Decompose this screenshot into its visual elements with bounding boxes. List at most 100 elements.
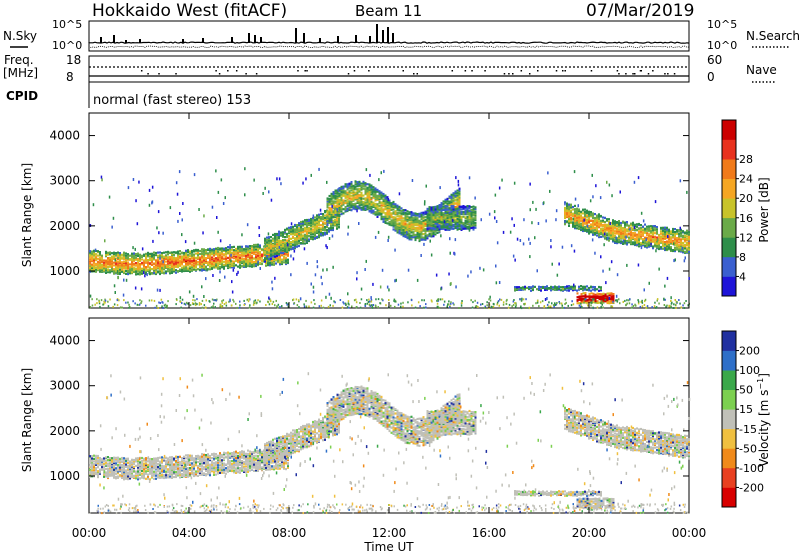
power-cell	[366, 204, 369, 207]
power-cell	[101, 267, 103, 270]
power-cell	[342, 189, 345, 192]
power-cell	[590, 212, 592, 215]
power-cell	[680, 241, 682, 245]
power-cell	[618, 224, 620, 227]
power-cell	[428, 217, 431, 220]
power-cell	[272, 245, 274, 248]
power-cell	[358, 196, 361, 200]
power-cell	[460, 219, 463, 222]
power-cell	[648, 239, 650, 242]
power-cell	[137, 252, 139, 255]
power-cell	[255, 256, 257, 259]
power-cell	[318, 219, 320, 222]
power-cell	[684, 237, 686, 240]
power-cell	[680, 228, 682, 231]
power-cell	[582, 288, 584, 291]
power-cell	[277, 258, 279, 261]
power-cell	[404, 230, 407, 233]
power-cell	[322, 225, 324, 228]
power-scatter	[212, 305, 214, 308]
power-cell	[374, 187, 377, 190]
power-cell	[294, 242, 296, 245]
power-cell	[139, 266, 141, 269]
power-cell	[270, 254, 272, 257]
power-cell	[392, 225, 395, 228]
power-cell	[618, 230, 620, 233]
power-cell	[155, 270, 157, 273]
power-cell	[368, 205, 371, 208]
power-cell	[468, 209, 471, 212]
power-cell	[147, 269, 149, 272]
power-cell	[344, 183, 347, 186]
power-cell	[372, 212, 375, 215]
power-cell	[177, 270, 179, 273]
power-cell	[404, 209, 407, 212]
power-cell	[261, 254, 263, 257]
power-cell	[574, 214, 576, 217]
power-cell	[211, 262, 213, 265]
power-cell	[119, 270, 121, 274]
power-cell	[414, 220, 417, 223]
power-cell	[394, 203, 397, 206]
power-cell	[428, 216, 431, 219]
power-cell	[582, 217, 584, 221]
power-cell	[304, 242, 306, 245]
power-cell	[446, 214, 449, 217]
power-cell	[390, 206, 393, 209]
power-cell	[354, 196, 357, 200]
power-cell	[684, 234, 686, 237]
power-cell	[209, 247, 211, 250]
power-cell	[444, 208, 447, 211]
power-cell	[436, 228, 439, 232]
power-cell	[448, 218, 451, 221]
power-cell	[680, 234, 682, 237]
power-cell	[402, 225, 405, 228]
power-cell	[283, 257, 285, 260]
power-cell	[364, 207, 367, 211]
power-cell	[446, 210, 449, 214]
power-cell	[243, 264, 245, 267]
power-cell	[326, 204, 329, 207]
power-cell	[604, 225, 606, 228]
power-cell	[596, 221, 598, 224]
power-cell	[658, 245, 660, 248]
power-cell	[278, 250, 280, 253]
power-cell	[436, 205, 439, 208]
power-cell	[163, 271, 165, 274]
power-cell	[640, 230, 642, 233]
power-cell	[185, 254, 187, 258]
power-cell	[418, 234, 421, 237]
power-cell	[396, 229, 399, 232]
power-cell	[402, 233, 405, 236]
power-cell	[610, 296, 613, 299]
power-cell	[680, 250, 682, 253]
power-cell	[135, 268, 137, 272]
power-cell	[235, 249, 237, 252]
power-cell	[113, 257, 115, 260]
power-cell	[233, 264, 235, 267]
power-cell	[406, 237, 409, 240]
power-cell	[316, 223, 318, 226]
power-cell	[640, 224, 642, 227]
power-cell	[426, 221, 429, 225]
power-cell	[362, 187, 365, 190]
power-cell	[568, 285, 570, 288]
power-cell	[472, 224, 475, 227]
power-cell	[257, 250, 259, 253]
power-cell	[418, 235, 421, 238]
power-cell	[382, 204, 385, 207]
power-cell	[201, 255, 203, 258]
power-cell	[584, 214, 586, 217]
power-cell	[424, 238, 427, 241]
power-cell	[450, 222, 453, 225]
power-cell	[352, 194, 355, 197]
power-cell	[185, 268, 187, 271]
power-cell	[302, 224, 304, 227]
power-cell	[251, 248, 253, 251]
power-cell	[678, 235, 680, 238]
power-cell	[366, 196, 369, 199]
power-cell	[466, 210, 469, 213]
power-cell	[211, 261, 213, 264]
power-cell	[346, 191, 349, 194]
power-cell	[684, 238, 686, 241]
